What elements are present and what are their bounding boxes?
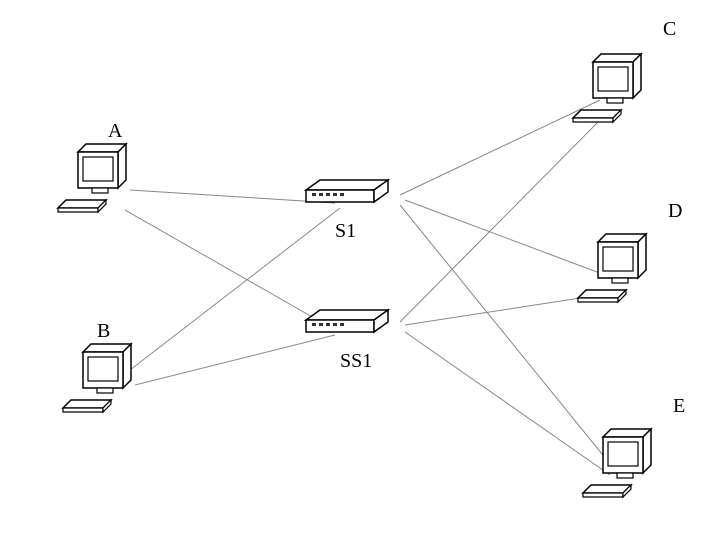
label-SS1: SS1 xyxy=(340,350,372,373)
nodes-group xyxy=(58,54,651,497)
label-B: B xyxy=(97,320,110,343)
diagram-canvas xyxy=(0,0,727,552)
edges-group xyxy=(125,100,615,475)
edge-SS1-D xyxy=(405,295,600,325)
edge-S1-D xyxy=(405,200,605,275)
label-S1: S1 xyxy=(335,220,356,243)
edge-A-S1 xyxy=(130,190,335,203)
switch-icon-S1 xyxy=(306,180,388,202)
label-D: D xyxy=(668,200,682,223)
edge-SS1-E xyxy=(405,332,610,475)
computer-icon-A xyxy=(58,144,126,212)
computer-icon-C xyxy=(573,54,641,122)
edge-S1-E xyxy=(400,205,615,470)
computer-icon-B xyxy=(63,344,131,412)
edge-A-SS1 xyxy=(125,210,335,330)
edge-S1-C xyxy=(400,100,600,195)
label-E: E xyxy=(673,395,685,418)
edge-B-S1 xyxy=(130,208,340,370)
label-C: C xyxy=(663,18,676,41)
computer-icon-D xyxy=(578,234,646,302)
switch-icon-SS1 xyxy=(306,310,388,332)
label-A: A xyxy=(108,120,122,143)
